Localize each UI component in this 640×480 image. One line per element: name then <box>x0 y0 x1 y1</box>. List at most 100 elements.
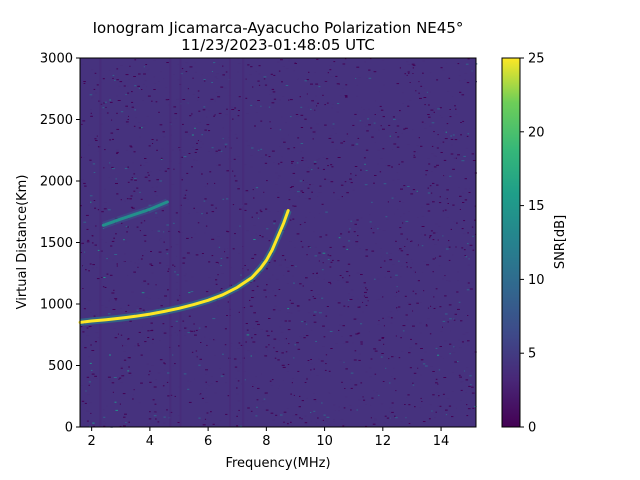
noise-speck <box>234 133 237 135</box>
noise-speck <box>410 240 413 242</box>
noise-speck <box>118 194 120 196</box>
noise-speck <box>95 225 97 227</box>
noise-speck <box>306 171 310 173</box>
noise-speck <box>373 182 375 184</box>
noise-speck <box>471 282 474 284</box>
noise-speck <box>102 228 105 229</box>
noise-speck <box>412 382 414 384</box>
noise-speck <box>292 184 296 186</box>
noise-speck <box>246 420 248 422</box>
noise-speck <box>116 263 118 265</box>
noise-speck <box>109 162 111 164</box>
noise-speck <box>290 393 292 395</box>
noise-speck <box>112 138 114 140</box>
noise-speck <box>277 196 280 198</box>
noise-speck <box>245 78 247 80</box>
noise-speck <box>174 363 176 365</box>
noise-speck <box>322 168 325 170</box>
noise-speck <box>385 218 389 220</box>
noise-speck <box>367 300 369 302</box>
noise-speck <box>147 337 150 338</box>
noise-speck <box>333 421 335 422</box>
noise-speck <box>215 92 219 94</box>
noise-speck <box>184 334 187 336</box>
noise-speck <box>294 63 297 64</box>
noise-speck <box>293 282 295 284</box>
noise-speck <box>467 344 469 346</box>
noise-speck <box>461 341 464 343</box>
noise-speck <box>421 401 423 402</box>
noise-speck <box>88 270 90 272</box>
noise-speck <box>125 108 128 110</box>
chart-subtitle: 11/23/2023-01:48:05 UTC <box>181 36 375 54</box>
noise-speck <box>466 404 468 406</box>
noise-speck <box>111 119 113 121</box>
noise-speck <box>395 240 397 242</box>
noise-speck <box>184 131 188 133</box>
noise-speck <box>412 67 414 69</box>
noise-speck <box>407 394 410 396</box>
noise-speck <box>373 278 376 280</box>
noise-speck <box>195 329 198 331</box>
noise-speck <box>313 364 316 366</box>
noise-speck <box>338 329 340 331</box>
noise-speck <box>216 78 219 79</box>
noise-speck <box>355 174 357 176</box>
noise-speck <box>363 286 365 288</box>
noise-speck <box>182 257 186 259</box>
noise-speck <box>313 282 315 284</box>
noise-speck <box>288 59 292 60</box>
noise-speck <box>114 79 116 81</box>
noise-speck <box>266 268 268 270</box>
noise-speck <box>217 305 219 307</box>
noise-speck <box>288 199 291 201</box>
noise-speck <box>335 148 338 150</box>
y-tick-label: 2500 <box>40 113 73 128</box>
noise-speck <box>473 127 477 129</box>
noise-speck <box>342 425 345 427</box>
noise-speck <box>333 418 335 420</box>
noise-speck <box>366 289 368 291</box>
noise-speck <box>256 406 258 408</box>
noise-speck <box>318 252 321 254</box>
noise-speck <box>351 298 353 300</box>
noise-speck <box>146 363 150 365</box>
noise-speck <box>301 418 303 420</box>
noise-speck <box>113 237 115 239</box>
noise-speck <box>403 213 406 215</box>
noise-speck <box>321 402 323 404</box>
noise-speck <box>445 248 449 250</box>
noise-speck <box>437 108 440 110</box>
noise-speck <box>103 167 105 169</box>
noise-speck <box>454 105 456 107</box>
noise-speck <box>285 338 287 340</box>
noise-speck <box>253 225 256 227</box>
noise-speck <box>369 376 373 378</box>
noise-speck <box>385 216 388 218</box>
noise-speck <box>410 338 412 340</box>
noise-speck <box>361 311 364 313</box>
noise-speck <box>270 73 273 75</box>
noise-speck <box>313 161 317 163</box>
noise-speck <box>178 162 180 164</box>
noise-speck <box>442 393 445 395</box>
noise-speck <box>322 262 324 264</box>
noise-speck <box>272 91 276 93</box>
noise-speck <box>407 302 410 304</box>
noise-speck <box>449 116 452 118</box>
noise-speck <box>154 403 157 405</box>
noise-speck <box>242 371 246 372</box>
noise-speck <box>395 132 397 133</box>
noise-speck <box>322 325 325 327</box>
noise-speck <box>150 251 152 252</box>
noise-speck <box>159 124 163 126</box>
noise-speck <box>313 321 317 323</box>
noise-speck <box>293 147 296 149</box>
noise-speck <box>467 282 470 284</box>
noise-speck <box>199 147 202 148</box>
noise-speck <box>448 304 452 306</box>
noise-speck <box>442 141 445 143</box>
noise-speck <box>313 393 316 394</box>
noise-speck <box>339 275 342 276</box>
